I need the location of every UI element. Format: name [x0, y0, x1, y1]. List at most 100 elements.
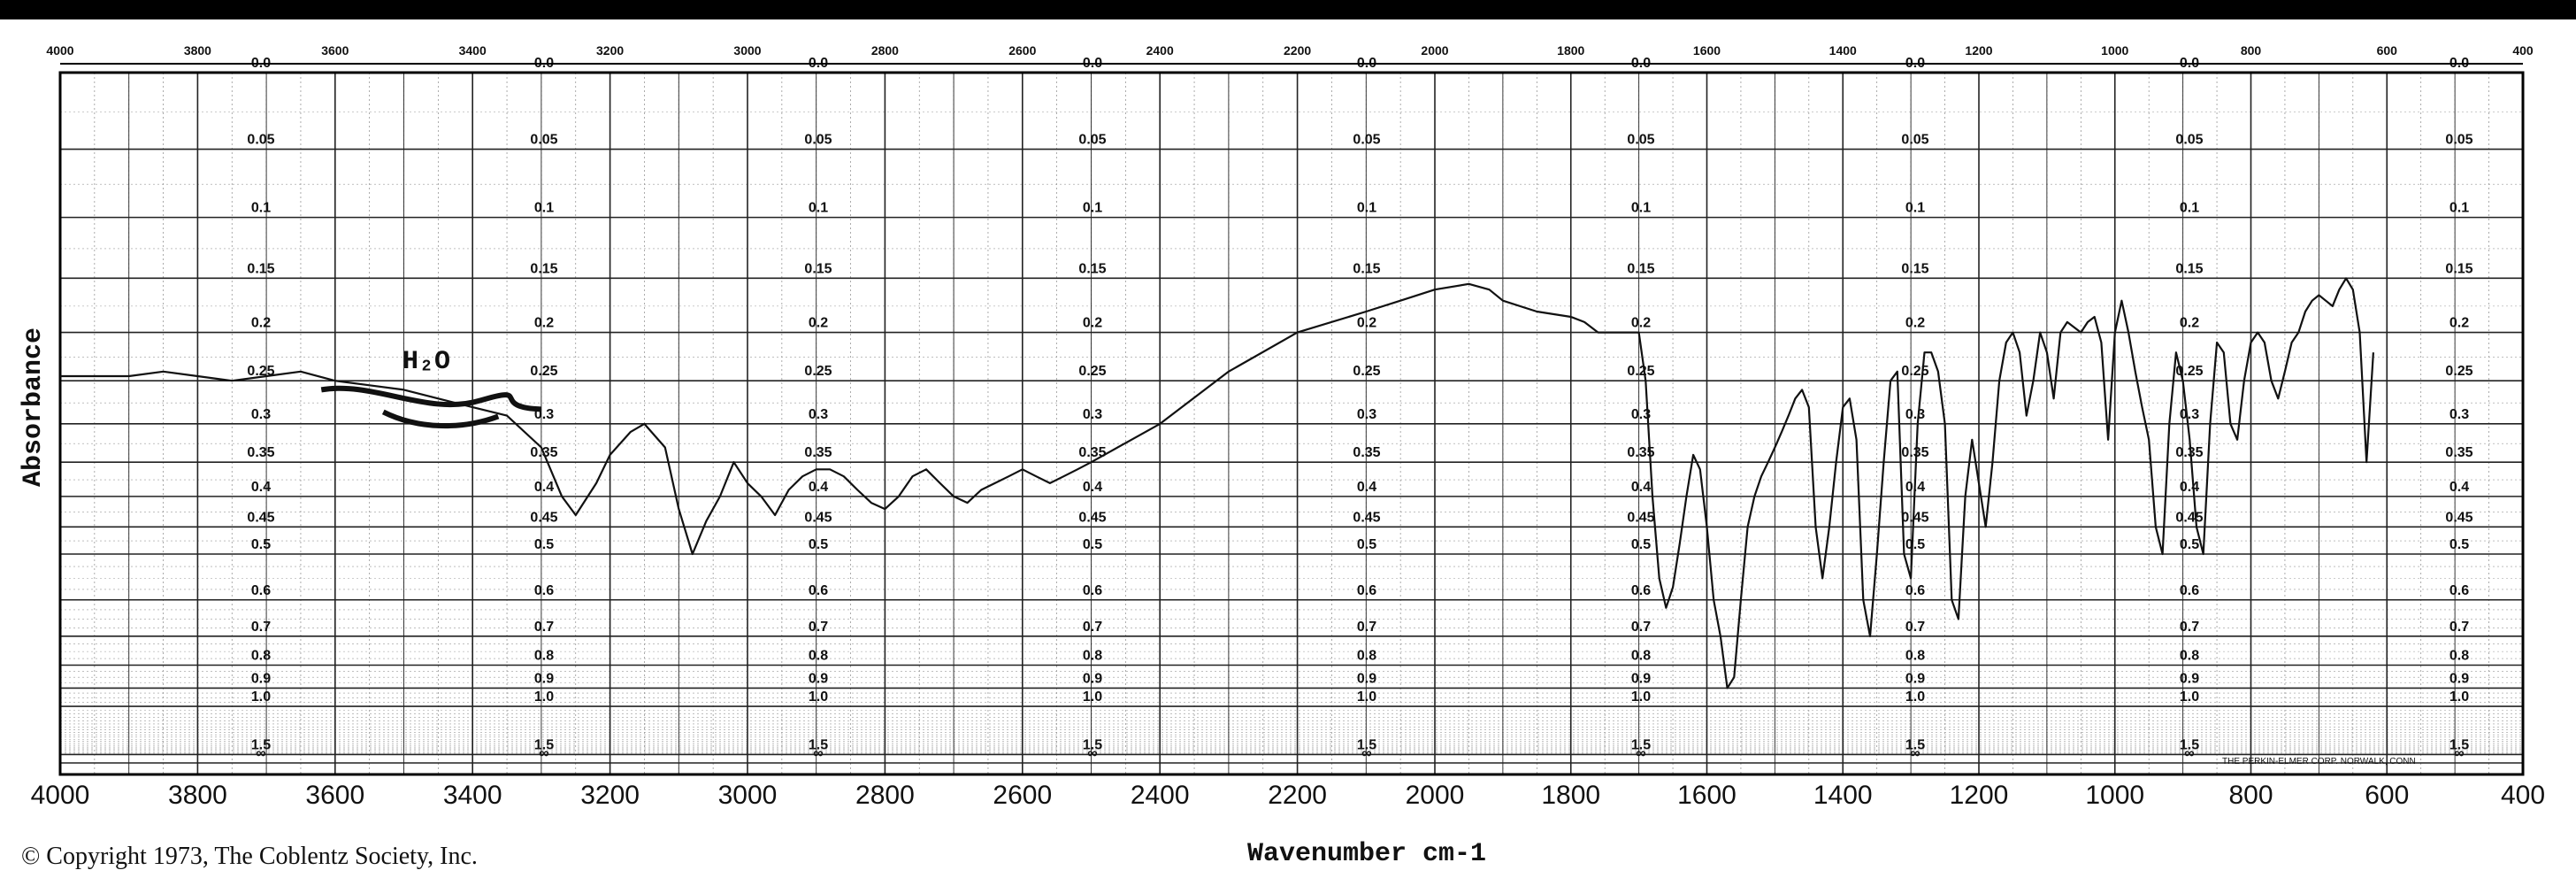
absorbance-tick-label: 0.15: [1627, 261, 1654, 276]
x-tick-label-bottom: 1200: [1950, 781, 2009, 810]
absorbance-tick-label: 0.1: [1631, 201, 1651, 216]
absorbance-tick-label: 1.5: [534, 737, 554, 752]
absorbance-tick-label: 0.7: [2450, 620, 2469, 635]
x-tick-label-bottom: 1400: [1813, 781, 1873, 810]
absorbance-tick-label: ∞: [1361, 746, 1371, 761]
absorbance-tick-label: 0.15: [530, 261, 557, 276]
spectrum-line: [60, 277, 2374, 689]
x-tick-label-top: 3000: [733, 43, 761, 58]
absorbance-tick-label: 0.7: [809, 620, 828, 635]
absorbance-tick-label: 0.05: [1901, 133, 1928, 148]
absorbance-tick-label: 0.2: [809, 316, 828, 331]
absorbance-tick-label: 0.9: [2450, 671, 2469, 686]
absorbance-tick-label: 0.2: [2180, 316, 2199, 331]
x-tick-label-top: 3400: [459, 43, 487, 58]
absorbance-tick-label: 1.0: [809, 689, 828, 705]
absorbance-tick-label: 0.3: [809, 407, 828, 422]
absorbance-tick-label: 0.3: [2450, 407, 2469, 422]
absorbance-tick-label: 0.6: [534, 583, 554, 598]
absorbance-tick-label: 0.05: [247, 133, 274, 148]
absorbance-tick-label: 0.9: [1631, 671, 1651, 686]
x-tick-label-top: 800: [2241, 43, 2262, 58]
absorbance-tick-label: 1.0: [251, 689, 271, 705]
absorbance-tick-label: 0.15: [247, 261, 274, 276]
absorbance-tick-label: 0.4: [2450, 480, 2469, 495]
absorbance-tick-label: ∞: [1636, 746, 1645, 761]
absorbance-tick-label: 1.5: [1357, 737, 1376, 752]
x-tick-label-top: 4000: [46, 43, 73, 58]
absorbance-tick-label: 0.3: [1357, 407, 1376, 422]
x-tick-label-bottom: 600: [2365, 781, 2409, 810]
absorbance-tick-label: 1.0: [534, 689, 554, 705]
absorbance-tick-label: 0.5: [251, 537, 271, 552]
absorbance-tick-label: ∞: [2184, 746, 2194, 761]
absorbance-tick-label: 0.25: [1901, 364, 1928, 379]
absorbance-tick-label: 0.15: [1078, 261, 1106, 276]
absorbance-tick-label: 0.7: [1357, 620, 1376, 635]
absorbance-tick-label: 0.05: [804, 133, 832, 148]
x-tick-label-bottom: 3600: [305, 781, 364, 810]
x-tick-label-top: 1800: [1557, 43, 1584, 58]
absorbance-tick-label: 0.7: [251, 620, 271, 635]
absorbance-tick-label: ∞: [1087, 746, 1097, 761]
absorbance-tick-label: 0.35: [1353, 445, 1380, 460]
absorbance-tick-label: 0.1: [251, 201, 271, 216]
absorbance-tick-label: 0.45: [1901, 510, 1928, 525]
absorbance-tick-label: 0.3: [1083, 407, 1102, 422]
water-band-scribble: [320, 385, 542, 429]
absorbance-tick-label: 1.5: [1631, 737, 1651, 752]
absorbance-tick-label: 1.5: [251, 737, 271, 752]
absorbance-tick-label: 0.6: [1905, 583, 1925, 598]
absorbance-tick-label: 0.25: [2445, 364, 2472, 379]
absorbance-tick-label: 0.5: [1631, 537, 1651, 552]
absorbance-tick-label: 0.2: [1357, 316, 1376, 331]
x-tick-label-bottom: 3200: [580, 781, 640, 810]
absorbance-tick-label: 1.0: [1357, 689, 1376, 705]
absorbance-tick-label: 0.6: [1631, 583, 1651, 598]
x-tick-label-top: 1400: [1829, 43, 1857, 58]
x-axis-label: Wavenumber cm-1: [1247, 839, 1487, 869]
absorbance-tick-label: 0.25: [2175, 364, 2203, 379]
x-tick-label-top: 600: [2377, 43, 2398, 58]
absorbance-tick-label: ∞: [2454, 746, 2464, 761]
absorbance-tick-label: 0.8: [534, 649, 554, 664]
absorbance-tick-label: 0.45: [1078, 510, 1106, 525]
absorbance-tick-label: 0.1: [1905, 201, 1925, 216]
x-tick-label-bottom: 3400: [443, 781, 502, 810]
handwritten-water-note: H₂O: [402, 347, 451, 377]
absorbance-tick-label: 0.7: [534, 620, 554, 635]
absorbance-tick-label: 1.0: [2180, 689, 2199, 705]
absorbance-tick-label: 0.25: [1078, 364, 1106, 379]
wavenumber-tick-labels: 4000 3800 3600 3400 3200 3000 2800 2600 2400 2200…: [31, 43, 2545, 810]
x-tick-label-top: 2000: [1421, 43, 1448, 58]
absorbance-tick-label: 0.4: [251, 480, 271, 495]
absorbance-tick-label: 0.2: [534, 316, 554, 331]
absorbance-tick-label: 0.35: [247, 445, 274, 460]
absorbance-tick-label: 0.2: [1631, 316, 1651, 331]
absorbance-tick-label: 0.6: [809, 583, 828, 598]
x-tick-label-top: 3800: [184, 43, 211, 58]
absorbance-tick-label: 0.6: [2450, 583, 2469, 598]
absorbance-tick-label: 0.9: [1083, 671, 1102, 686]
absorbance-tick-label: 0.2: [2450, 316, 2469, 331]
absorbance-tick-label: 0.1: [1357, 201, 1376, 216]
absorbance-tick-label: 0.35: [804, 445, 832, 460]
x-tick-label-top: 2800: [871, 43, 899, 58]
absorbance-tick-label: 1.5: [1905, 737, 1925, 752]
absorbance-tick-label: 0.5: [2450, 537, 2469, 552]
absorbance-tick-label: 0.2: [1905, 316, 1925, 331]
x-tick-label-top: 1000: [2101, 43, 2128, 58]
x-tick-label-top: 1600: [1693, 43, 1721, 58]
absorbance-tick-label: 0.45: [1353, 510, 1380, 525]
absorbance-tick-label: 0.3: [2180, 407, 2199, 422]
absorbance-tick-label: 0.45: [1627, 510, 1654, 525]
absorbance-tick-label: 0.05: [1353, 133, 1380, 148]
absorbance-tick-label: 0.3: [251, 407, 271, 422]
maker-imprint: THE PERKIN-ELMER CORP. NORWALK, CONN: [2222, 757, 2416, 766]
x-tick-label-bottom: 400: [2501, 781, 2545, 810]
absorbance-tick-label: 0.05: [530, 133, 557, 148]
x-tick-label-bottom: 4000: [31, 781, 90, 810]
absorbance-tick-label: 0.05: [2445, 133, 2472, 148]
absorbance-tick-label: 0.1: [2180, 201, 2199, 216]
